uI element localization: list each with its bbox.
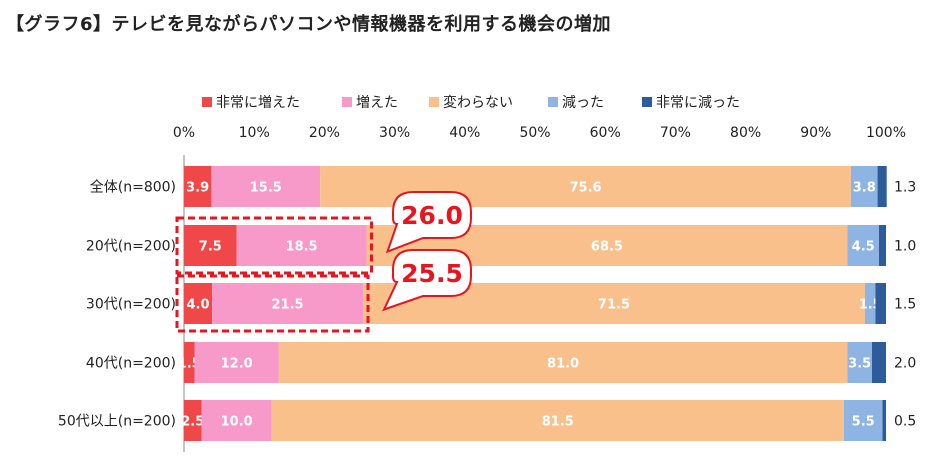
bar-segment [184,166,212,207]
bar-segment [864,283,876,324]
bar-segment [843,400,883,441]
x-tick-label: 30% [379,125,410,141]
legend-label: 増えた [356,95,398,111]
data-label: 2.0 [894,356,916,372]
data-label: 1.0 [894,239,916,255]
bar-segment [184,225,237,266]
category-label: 40代(n=200) [86,356,176,372]
bar-segment [194,342,279,383]
bar-segment [878,225,886,266]
data-label: 0.5 [894,414,916,430]
data-label: 81.5 [542,415,574,430]
bar-segment [184,342,195,383]
category-label: 50代以上(n=200) [58,414,176,430]
data-label: 81.0 [547,357,579,372]
legend-label: 変わらない [443,94,513,111]
x-tick-label: 40% [449,125,480,141]
data-label: 3.8 [853,181,876,196]
bar-segment [201,400,272,441]
x-tick-label: 50% [519,125,550,141]
x-tick-label: 90% [800,125,831,141]
bar-segment [271,400,844,441]
data-label: 7.5 [199,240,222,255]
bar-segment [877,166,887,207]
legend-label: 非常に増えた [216,95,300,111]
legend-label: 減った [562,94,604,111]
bar-segment [236,225,367,266]
x-tick-label: 0% [173,125,195,141]
legend-swatch [548,97,558,107]
legend-swatch [202,97,212,107]
bar-segment [882,400,886,441]
data-label: 71.5 [598,298,630,313]
callout-dashed-box [175,274,370,333]
x-tick-label: 20% [309,125,340,141]
bar-segment [212,283,364,324]
bar-segment [278,342,848,383]
bar-segment [875,283,886,324]
data-label: 1.3 [894,180,916,196]
x-tick-label: 70% [660,125,691,141]
data-label: 2.5 [181,415,204,430]
category-label: 全体(n=800) [90,179,176,196]
category-label: 20代(n=200) [86,239,176,255]
callout-value: 26.0 [401,201,463,230]
data-label: 18.5 [286,240,318,255]
bar-segment [184,400,202,441]
bar-segment [871,342,886,383]
bar-segment [847,342,872,383]
legend-swatch [642,97,652,107]
legend-swatch [342,97,352,107]
data-label: 21.5 [272,298,304,313]
bar-segment [211,166,321,207]
data-label: 1.5 [894,297,916,313]
data-label: 15.5 [250,181,282,196]
callout-bubble [385,191,472,254]
chart-title: 【グラフ6】テレビを見ながらパソコンや情報機器を利用する機会の増加 [6,14,612,35]
category-label: 30代(n=200) [86,297,176,313]
legend-label: 非常に減った [656,94,740,111]
x-tick-label: 10% [239,125,270,141]
callout-dashed-box [175,216,374,275]
data-label: 3.5 [848,357,871,372]
data-label: 4.0 [187,298,210,313]
bar-segment [184,283,213,324]
callout-bubble [382,249,472,312]
data-label: 12.0 [221,357,253,372]
bar-segment [850,166,878,207]
data-label: 3.9 [186,181,209,196]
data-label: 5.5 [852,415,875,430]
data-label: 4.5 [852,240,875,255]
callout-value: 25.5 [401,259,463,288]
bar-segment [847,225,879,266]
legend-swatch [429,97,439,107]
x-tick-label: 100% [866,125,906,141]
data-label: 68.5 [591,240,623,255]
x-tick-label: 60% [590,125,621,141]
data-label: 10.0 [221,415,253,430]
data-label: 75.6 [570,181,602,196]
x-tick-label: 80% [730,125,761,141]
